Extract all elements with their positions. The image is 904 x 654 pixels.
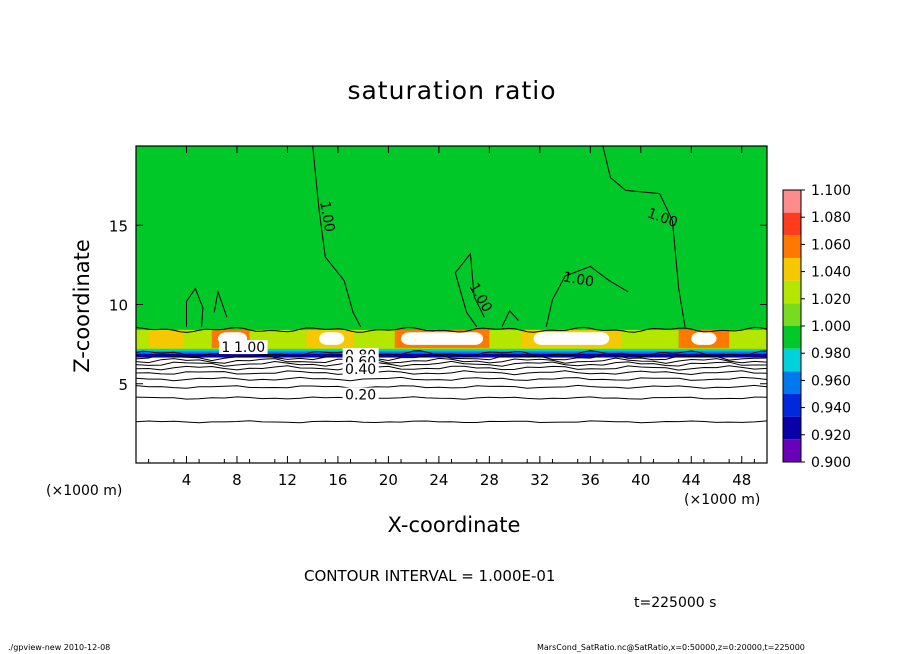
contour-line-0.3 bbox=[136, 384, 767, 389]
colorbar-swatch bbox=[783, 258, 801, 281]
y-axis-label: Z-coordinate bbox=[70, 239, 94, 373]
contour-label: 1.00 bbox=[234, 340, 265, 356]
below-cloud-region bbox=[136, 357, 767, 463]
contour-line-1.0-upper bbox=[545, 265, 629, 327]
x-unit-right: (×1000 m) bbox=[684, 492, 761, 508]
contour-line-0.2 bbox=[136, 396, 767, 400]
contour-line-0.1 bbox=[136, 420, 767, 424]
x-tick-label: 8 bbox=[232, 471, 242, 489]
contour-line-1.0-upper bbox=[186, 287, 204, 327]
contour-line-1.0-top bbox=[136, 326, 767, 333]
contour-label-background bbox=[342, 387, 379, 402]
colorbar-label: 0.980 bbox=[811, 346, 851, 362]
colorbar-label: 0.900 bbox=[811, 455, 851, 471]
footer-command: ./gpview-new 2010-12-08 bbox=[8, 643, 111, 652]
colorbar-swatch bbox=[783, 190, 801, 213]
x-tick-label: 16 bbox=[328, 471, 347, 489]
colorbar-swatch bbox=[783, 212, 801, 236]
above-range-zone bbox=[691, 332, 717, 345]
colorbar-swatch bbox=[783, 326, 801, 349]
colorbar-label: 1.020 bbox=[811, 292, 851, 308]
contour-line-1.0-upper bbox=[454, 252, 485, 327]
colorbar-label: 0.940 bbox=[811, 401, 851, 417]
contour-line-0.6 bbox=[136, 365, 767, 371]
x-unit-left: (×1000 m) bbox=[46, 483, 123, 499]
y-tick-label: 15 bbox=[109, 217, 128, 235]
colorbar-label: 0.960 bbox=[811, 373, 851, 389]
subsaturated-band-mid bbox=[136, 351, 767, 354]
plot-area: 1.001.001.001.001.201.000.800.600.400.20 bbox=[136, 146, 767, 463]
subsaturated-band-shallow bbox=[136, 348, 767, 352]
x-tick-label: 44 bbox=[682, 471, 701, 489]
colorbar-swatch bbox=[783, 235, 801, 258]
colorbar-swatch bbox=[783, 280, 801, 304]
above-range-zone bbox=[401, 332, 484, 345]
y-tick-label: 5 bbox=[118, 376, 128, 394]
x-tick-label: 36 bbox=[581, 471, 600, 489]
lower-contours bbox=[136, 326, 767, 424]
x-tick-label: 40 bbox=[631, 471, 650, 489]
footer-source: MarsCond_SatRatio.nc@SatRatio,x=0:50000,… bbox=[537, 643, 805, 652]
supersaturation-patch bbox=[148, 329, 184, 349]
contour-line-0.9 bbox=[136, 354, 767, 362]
contour-line-1.0-upper bbox=[602, 146, 686, 327]
contour-line-0.8 bbox=[136, 357, 767, 364]
x-tick-label: 48 bbox=[732, 471, 751, 489]
colorbar-swatch bbox=[783, 394, 801, 417]
x-tick-label: 32 bbox=[530, 471, 549, 489]
colorbar-label: 1.040 bbox=[811, 265, 851, 281]
contour-line-0.7 bbox=[136, 360, 767, 367]
contour-line-1.0-upper bbox=[213, 289, 228, 318]
contour-label: 1.00 bbox=[316, 200, 337, 233]
y-tick-label: 10 bbox=[109, 297, 128, 315]
contour-line-1.0-upper bbox=[312, 146, 362, 327]
colorbar-label: 1.060 bbox=[811, 237, 851, 253]
colorbar-swatch bbox=[783, 348, 801, 372]
colorbar-swatch bbox=[783, 416, 801, 440]
x-tick-label: 28 bbox=[480, 471, 499, 489]
contour-label: 1.00 bbox=[562, 269, 595, 290]
contour-label: 0.20 bbox=[345, 388, 376, 404]
cloud-layer bbox=[136, 329, 767, 463]
colorbar-swatch bbox=[783, 371, 801, 394]
x-tick-label: 12 bbox=[278, 471, 297, 489]
x-tick-label: 4 bbox=[182, 471, 192, 489]
x-tick-label: 20 bbox=[379, 471, 398, 489]
colorbar-swatch bbox=[783, 439, 801, 462]
x-axis-label: X-coordinate bbox=[387, 513, 521, 537]
upper-contours bbox=[186, 146, 686, 327]
colorbar-label: 1.080 bbox=[811, 210, 851, 226]
chart-title: saturation ratio bbox=[347, 76, 557, 105]
contour-label-background bbox=[231, 340, 268, 355]
x-tick-label: 24 bbox=[429, 471, 448, 489]
contour-line-1.0-upper bbox=[501, 309, 519, 327]
colorbar-label: 0.920 bbox=[811, 428, 851, 444]
time-label: t=225000 s bbox=[634, 595, 717, 611]
contour-line-0.4 bbox=[136, 376, 767, 382]
subsaturated-band-deep bbox=[136, 353, 767, 358]
colorbar-swatch bbox=[783, 303, 801, 326]
colorbar: 0.900 0.920 0.940 0.960 0.980 1.000 1.020 1.040… bbox=[782, 183, 851, 471]
contour-label: 0.40 bbox=[345, 362, 376, 378]
colorbar-label: 1.100 bbox=[811, 183, 851, 199]
contour-line-0.5 bbox=[136, 370, 767, 376]
above-range-zone bbox=[533, 332, 610, 345]
contour-interval-text: CONTOUR INTERVAL = 1.000E-01 bbox=[304, 567, 556, 585]
colorbar-label: 1.000 bbox=[811, 319, 851, 335]
contour-label-background bbox=[342, 362, 379, 377]
above-range-zone bbox=[318, 332, 345, 345]
